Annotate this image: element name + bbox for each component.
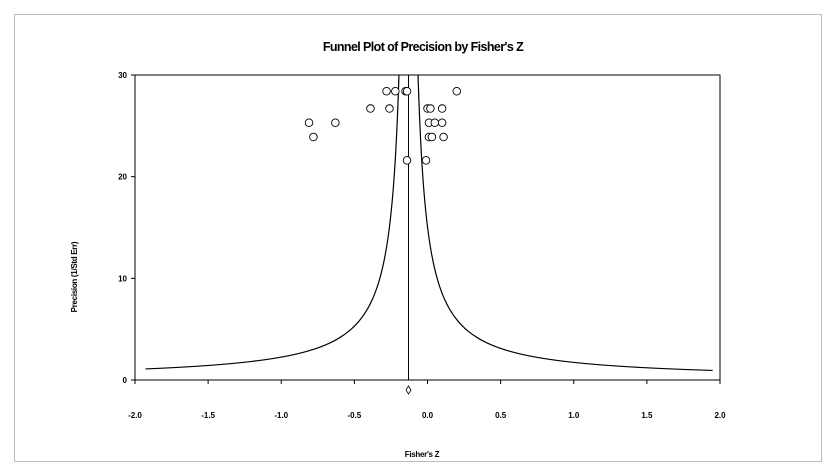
study-point xyxy=(430,118,440,128)
x-tick-label: 1.5 xyxy=(641,411,653,420)
study-point xyxy=(385,104,394,113)
y-axis-ticks: 0 10 20 30 xyxy=(118,71,135,385)
study-points xyxy=(304,87,462,165)
x-tick-label: 0.0 xyxy=(422,411,434,420)
study-point xyxy=(437,118,447,128)
study-point xyxy=(439,132,448,142)
x-axis-label: Fisher's Z xyxy=(405,450,440,459)
study-point xyxy=(452,87,462,96)
x-tick-label: -1.0 xyxy=(274,411,288,420)
study-point xyxy=(421,156,431,165)
x-tick-label: -0.5 xyxy=(347,411,361,420)
funnel-plot: Funnel Plot of Precision by Fisher's Z 0… xyxy=(70,40,726,459)
study-point xyxy=(382,87,391,96)
x-tick-label: -2.0 xyxy=(128,411,142,420)
summary-diamond xyxy=(405,385,412,395)
x-tick-label: 0.5 xyxy=(495,411,507,420)
study-point xyxy=(427,132,437,142)
y-tick-label: 10 xyxy=(118,274,127,283)
study-point xyxy=(391,87,400,96)
x-tick-label: -1.5 xyxy=(201,411,215,420)
y-tick-label: 20 xyxy=(118,173,127,182)
y-tick-label: 0 xyxy=(123,376,128,385)
y-axis-label: Precision (1/Std Err) xyxy=(70,241,79,312)
study-point xyxy=(426,104,435,113)
study-point xyxy=(309,132,318,142)
study-point xyxy=(331,118,340,128)
study-point xyxy=(402,156,412,165)
y-tick-label: 30 xyxy=(118,71,127,80)
funnel-left-line xyxy=(145,74,400,370)
funnel-lines xyxy=(145,74,713,395)
x-axis-ticks: -2.0 -1.5 -1.0 -0.5 0.0 0.5 1.0 1.5 2.0 xyxy=(128,380,726,420)
x-tick-label: 2.0 xyxy=(714,411,726,420)
study-point xyxy=(304,118,314,128)
x-tick-label: 1.0 xyxy=(568,411,580,420)
chart-title: Funnel Plot of Precision by Fisher's Z xyxy=(323,40,524,54)
chart-frame: Funnel Plot of Precision by Fisher's Z 0… xyxy=(14,14,822,462)
study-point xyxy=(437,104,447,113)
study-point xyxy=(366,104,375,113)
study-point xyxy=(402,87,412,96)
funnel-right-line xyxy=(417,74,713,372)
